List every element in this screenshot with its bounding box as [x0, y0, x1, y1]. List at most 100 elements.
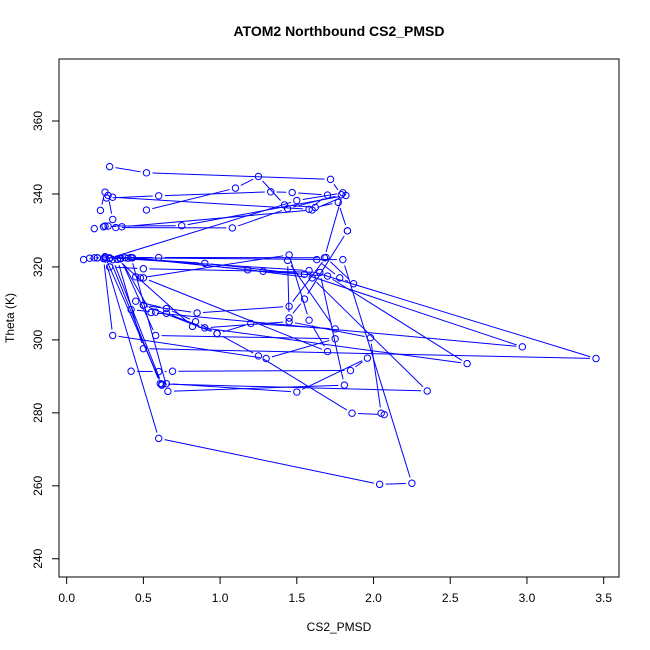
- series: [93, 254, 416, 489]
- series-segment: [329, 261, 350, 280]
- data-point: [118, 223, 126, 231]
- series-segment: [339, 207, 347, 226]
- data-point: [101, 253, 109, 262]
- series: [102, 188, 332, 213]
- series-segment: [114, 265, 161, 379]
- y-tick-label: 240: [31, 548, 45, 568]
- series-segment: [137, 309, 150, 313]
- data-point: [259, 267, 267, 276]
- series-segment: [141, 302, 161, 308]
- data-point: [305, 316, 313, 324]
- series-segment: [256, 323, 330, 330]
- x-tick-label: 3.0: [519, 591, 536, 605]
- data-point: [108, 215, 117, 224]
- x-tick-label: 1.5: [288, 591, 305, 605]
- series-segment: [167, 383, 422, 392]
- series-segment: [240, 178, 254, 186]
- data-point: [178, 222, 186, 230]
- series-segment: [307, 235, 345, 295]
- data-point: [285, 317, 293, 326]
- data-point: [349, 280, 358, 288]
- series-segment: [333, 184, 339, 191]
- series-segment: [314, 271, 591, 358]
- series: [99, 254, 339, 363]
- series-segment: [127, 210, 307, 227]
- series-segment: [152, 189, 230, 210]
- series-segment: [302, 193, 337, 201]
- data-point: [108, 193, 117, 201]
- series: [142, 172, 352, 235]
- data-point: [375, 480, 384, 489]
- data-point: [313, 255, 321, 264]
- data-point: [101, 222, 109, 230]
- data-point: [267, 188, 275, 196]
- data-point: [293, 196, 301, 205]
- data-point: [280, 201, 289, 209]
- data-point: [108, 255, 117, 264]
- y-tick-label: 360: [31, 111, 45, 131]
- series-segment: [132, 263, 167, 386]
- y-tick-label: 340: [31, 184, 45, 204]
- series-segment: [344, 265, 411, 478]
- series-segment: [156, 312, 517, 347]
- series-segment: [130, 257, 337, 261]
- data-point: [139, 301, 148, 309]
- data-point: [155, 367, 163, 376]
- data-point: [139, 274, 148, 282]
- data-point: [326, 175, 335, 184]
- data-point: [300, 295, 309, 303]
- series: [90, 188, 117, 233]
- series-segment: [310, 275, 517, 346]
- series-segment: [320, 203, 333, 207]
- series-segment: [115, 167, 141, 173]
- y-axis-label: Theta (K): [3, 293, 17, 343]
- data-point: [288, 188, 296, 197]
- data-point: [132, 273, 140, 281]
- data-point: [343, 227, 352, 235]
- series-segment: [164, 191, 265, 197]
- data-point: [285, 302, 293, 311]
- series-segment: [148, 279, 323, 350]
- series-segment: [290, 204, 310, 208]
- series-segment: [325, 198, 342, 253]
- data-point: [285, 314, 293, 322]
- series: [79, 253, 166, 389]
- series-segment: [358, 412, 379, 415]
- data-point: [463, 359, 471, 368]
- series-segment: [292, 261, 323, 302]
- data-point: [323, 272, 332, 280]
- data-point: [128, 254, 137, 262]
- series-segment: [110, 257, 304, 271]
- series-segment: [161, 335, 330, 340]
- series-segment: [122, 263, 149, 308]
- y-tick-label: 320: [31, 257, 45, 277]
- series-segment: [311, 325, 325, 347]
- data-point: [147, 308, 155, 317]
- series-segment: [321, 262, 336, 275]
- plot-frame: [58, 58, 620, 578]
- data-point: [311, 203, 319, 212]
- data-point: [155, 192, 163, 200]
- y-axis: 240 260 280 300 320 340 360: [31, 111, 60, 569]
- data-point: [139, 344, 148, 353]
- series: [113, 254, 471, 368]
- series-segment: [112, 195, 153, 199]
- data-point: [346, 366, 355, 375]
- x-tick-label: 0.0: [58, 591, 75, 605]
- y-tick-label: 280: [31, 403, 45, 423]
- data-point: [323, 347, 332, 356]
- data-point: [116, 255, 125, 263]
- data-point: [142, 169, 151, 177]
- series-segment: [370, 343, 381, 408]
- data-point: [155, 434, 163, 443]
- x-tick-label: 3.5: [595, 591, 612, 605]
- data-point: [283, 256, 292, 265]
- data-point: [262, 354, 270, 363]
- data-point: [247, 319, 255, 328]
- data-point: [96, 206, 105, 215]
- data-point: [79, 255, 88, 264]
- series: [127, 305, 385, 417]
- data-point: [377, 409, 385, 417]
- x-tick-label: 0.5: [135, 591, 152, 605]
